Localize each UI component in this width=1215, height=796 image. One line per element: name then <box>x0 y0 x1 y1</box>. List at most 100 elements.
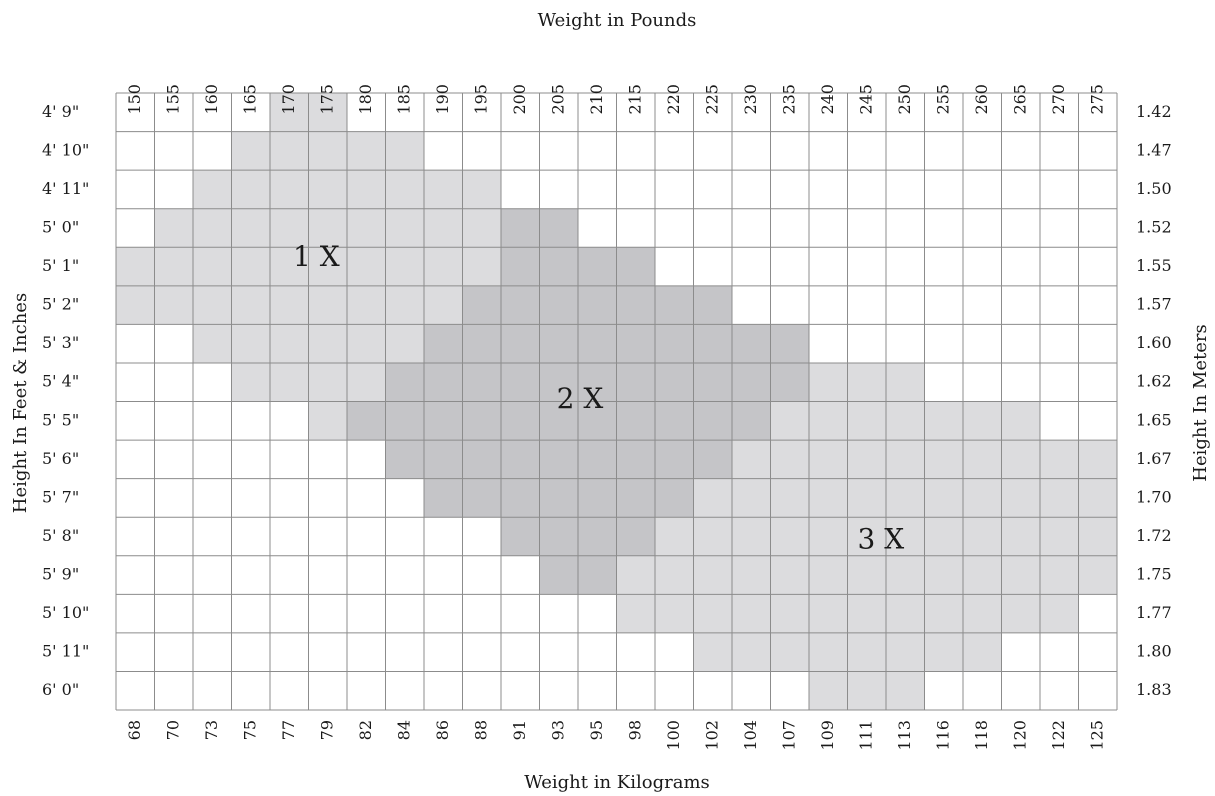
zone-3-cell <box>1040 440 1079 479</box>
zone-1-cell <box>424 247 463 286</box>
empty-cell <box>193 517 232 556</box>
kilogram-tick-label: 98 <box>625 720 644 740</box>
zone-3-cell <box>963 478 1002 518</box>
height-ft-tick-label: 5' 7" <box>42 487 79 506</box>
zone-3-cell <box>847 555 886 595</box>
zone-2-cell <box>501 401 540 441</box>
empty-cell <box>1040 671 1079 710</box>
height-m-tick-label: 1.77 <box>1136 603 1172 622</box>
empty-cell <box>732 247 771 286</box>
zone-3-cell <box>886 440 925 479</box>
empty-cell <box>462 93 501 132</box>
zone-2-cell <box>501 440 540 479</box>
zone-3-cell <box>847 440 886 479</box>
empty-cell <box>886 131 925 171</box>
empty-cell <box>424 671 463 710</box>
zone-1-cell <box>270 362 309 402</box>
zone-2-cell <box>539 285 578 325</box>
pound-tick-label: 155 <box>163 84 182 115</box>
empty-cell <box>924 285 963 325</box>
kilogram-tick-label: 77 <box>279 720 298 740</box>
empty-cell <box>193 401 232 441</box>
empty-cell <box>963 671 1002 710</box>
height-ft-tick-label: 5' 8" <box>42 526 79 545</box>
zone-2-cell <box>385 401 424 441</box>
empty-cell <box>193 632 232 672</box>
zone-2-cell <box>693 362 732 402</box>
empty-cell <box>847 285 886 325</box>
empty-cell <box>847 324 886 363</box>
empty-cell <box>693 671 732 710</box>
zone-3-cell <box>732 440 771 479</box>
zone-3-cell <box>963 401 1002 441</box>
zone-1-cell <box>385 170 424 209</box>
empty-cell <box>308 594 347 633</box>
empty-cell <box>154 131 193 171</box>
zone-3-cell <box>847 478 886 518</box>
kilogram-tick-label: 86 <box>433 720 452 740</box>
zone-1-cell <box>347 285 386 325</box>
height-m-tick-label: 1.83 <box>1136 680 1172 699</box>
height-m-tick-label: 1.67 <box>1136 449 1172 468</box>
zone-3-cell <box>809 632 848 672</box>
empty-cell <box>963 285 1002 325</box>
empty-cell <box>1040 131 1079 171</box>
zone-3-cell <box>847 362 886 402</box>
pound-tick-label: 150 <box>125 84 144 115</box>
grid-cells <box>116 93 1117 710</box>
empty-cell <box>847 131 886 171</box>
empty-cell <box>578 208 617 248</box>
zone-3-cell <box>809 362 848 402</box>
empty-cell <box>539 131 578 171</box>
empty-cell <box>655 671 694 710</box>
zone-label-3x: 3 X <box>858 522 905 555</box>
empty-cell <box>616 671 655 710</box>
zone-2-cell <box>539 401 578 441</box>
zone-3-cell <box>693 594 732 633</box>
zone-2-cell <box>616 517 655 556</box>
empty-cell <box>1078 362 1117 402</box>
kilogram-tick-label: 88 <box>471 720 490 740</box>
zone-1-cell <box>347 131 386 171</box>
zone-3-cell <box>1001 440 1040 479</box>
zone-3-cell <box>1001 478 1040 518</box>
empty-cell <box>462 555 501 595</box>
pound-tick-label: 200 <box>510 84 529 115</box>
empty-cell <box>116 594 155 633</box>
pound-tick-label: 180 <box>356 84 375 115</box>
zone-2-cell <box>655 362 694 402</box>
zone-1-cell <box>193 247 232 286</box>
kilogram-tick-label: 116 <box>933 720 952 751</box>
zone-2-cell <box>501 247 540 286</box>
empty-cell <box>385 671 424 710</box>
empty-cell <box>501 671 540 710</box>
height-ft-tick-label: 5' 5" <box>42 410 79 429</box>
empty-cell <box>693 247 732 286</box>
zone-1-cell <box>385 285 424 325</box>
zone-3-cell <box>693 632 732 672</box>
zone-1-cell <box>270 131 309 171</box>
zone-3-cell <box>924 632 963 672</box>
zone-1-cell <box>154 247 193 286</box>
empty-cell <box>308 671 347 710</box>
empty-cell <box>1001 362 1040 402</box>
empty-cell <box>231 632 270 672</box>
empty-cell <box>886 170 925 209</box>
empty-cell <box>1001 285 1040 325</box>
zone-3-cell <box>847 517 886 556</box>
empty-cell <box>501 632 540 672</box>
empty-cell <box>770 671 809 710</box>
empty-cell <box>1001 324 1040 363</box>
empty-cell <box>308 632 347 672</box>
zone-3-cell <box>847 401 886 441</box>
empty-cell <box>770 208 809 248</box>
kilogram-tick-label: 68 <box>125 720 144 740</box>
empty-cell <box>809 247 848 286</box>
empty-cell <box>501 131 540 171</box>
empty-cell <box>347 555 386 595</box>
pound-tick-label: 210 <box>587 84 606 115</box>
height-m-tick-label: 1.42 <box>1136 102 1172 121</box>
height-ft-tick-label: 5' 9" <box>42 565 79 584</box>
empty-cell <box>231 478 270 518</box>
empty-cell <box>154 440 193 479</box>
